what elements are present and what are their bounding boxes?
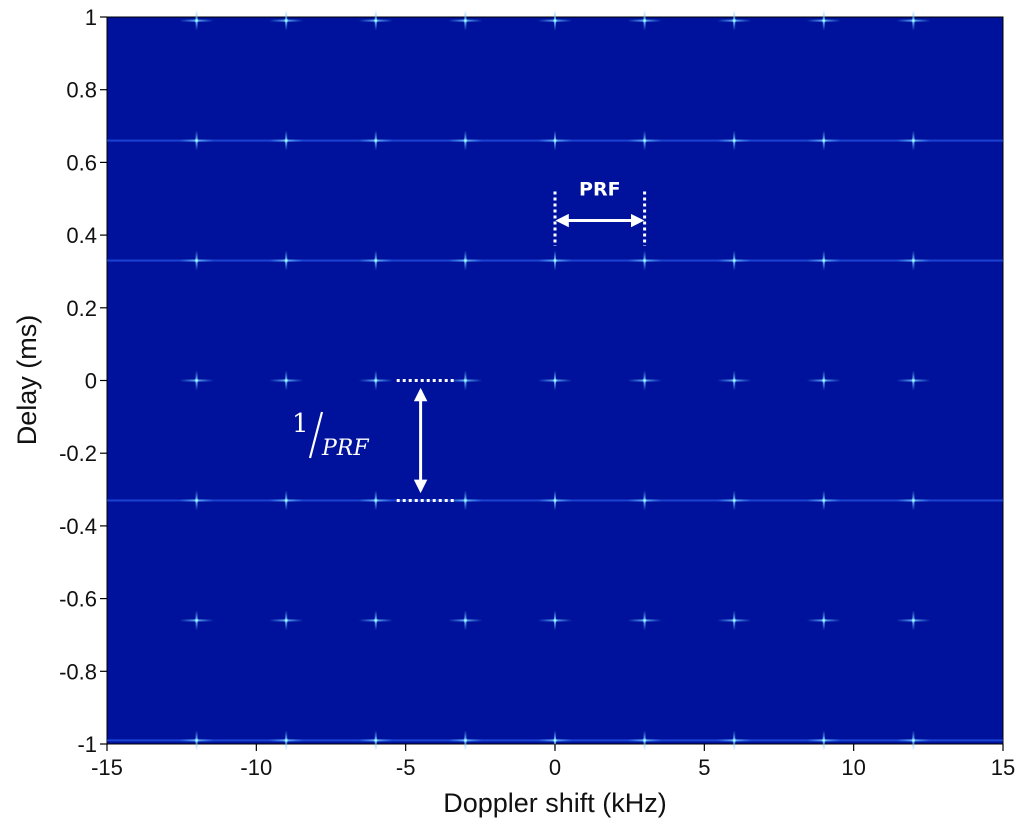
peak-point	[283, 137, 289, 144]
peak-point	[194, 497, 200, 504]
peak-point	[821, 257, 827, 264]
peak-point	[373, 497, 379, 504]
peak-point	[462, 377, 468, 384]
peak-point	[462, 737, 468, 743]
y-tick-label: -0.8	[59, 659, 97, 684]
x-tick-label: -5	[396, 755, 416, 780]
peak-point	[910, 257, 917, 264]
peak-point	[910, 617, 917, 624]
peak-point	[194, 377, 200, 384]
peak-point	[821, 737, 827, 743]
peak-point	[552, 617, 558, 624]
peak-point	[552, 18, 558, 24]
peak-point	[642, 18, 648, 24]
peak-point	[731, 18, 737, 24]
peak-point	[283, 257, 289, 264]
peak-point	[642, 377, 648, 384]
peak-point	[821, 18, 827, 24]
peak-point	[462, 497, 468, 504]
y-tick-label: -0.6	[59, 587, 97, 612]
inv-prf-label: 1 PRF	[292, 409, 369, 461]
peak-point	[283, 377, 289, 384]
peak-point	[642, 137, 648, 144]
peak-point	[821, 137, 827, 144]
peak-point	[642, 617, 648, 624]
peak-point	[552, 257, 558, 264]
inv-prf-denominator: PRF	[321, 436, 369, 461]
y-axis: 1 0.8 0.6 0.4 0.2 0 -0.2 -0.4 -0.6 -0.8 -1	[59, 5, 107, 757]
x-tick-label: 10	[841, 755, 865, 780]
peak-point	[373, 377, 379, 384]
peak-point	[731, 617, 737, 624]
inv-prf-slash	[308, 411, 324, 459]
peak-point	[642, 737, 648, 743]
peak-point	[373, 617, 379, 624]
annotation-layer: PRF 1 PRF	[292, 178, 647, 502]
peak-point	[373, 257, 379, 264]
peak-point	[462, 257, 468, 264]
peak-point	[194, 737, 200, 743]
peak-point	[194, 137, 200, 144]
peak-point	[910, 497, 917, 504]
peak-point	[821, 617, 827, 624]
peak-layer	[107, 10, 1003, 751]
inv-prf-numerator: 1	[292, 409, 309, 439]
y-tick-label: -1	[77, 732, 97, 757]
peak-point	[642, 257, 648, 264]
peak-point	[462, 617, 468, 624]
peak-point	[731, 737, 737, 743]
x-tick-label: 15	[991, 755, 1015, 780]
peak-point	[552, 137, 558, 144]
peak-point	[731, 497, 737, 504]
peak-point	[910, 18, 917, 24]
peak-point	[552, 737, 558, 743]
peak-point	[194, 257, 200, 264]
peak-point	[731, 377, 737, 384]
y-tick-label: -0.4	[59, 514, 97, 539]
peak-point	[731, 257, 737, 264]
peak-point	[910, 737, 917, 743]
y-tick-label: 0.8	[66, 78, 97, 103]
x-tick-label: -10	[240, 755, 272, 780]
peak-point	[194, 18, 200, 24]
peak-point	[552, 497, 558, 504]
peak-point	[462, 137, 468, 144]
x-tick-label: 5	[698, 755, 710, 780]
peak-point	[910, 137, 917, 144]
x-tick-label: -15	[91, 755, 123, 780]
peak-point	[552, 377, 558, 384]
peak-point	[821, 377, 827, 384]
peak-point	[194, 617, 200, 624]
y-tick-label: 0	[85, 369, 97, 394]
peak-point	[910, 377, 917, 384]
peak-point	[283, 617, 289, 624]
peak-point	[642, 497, 648, 504]
y-tick-label: -0.2	[59, 441, 97, 466]
y-axis-label: Delay (ms)	[12, 315, 42, 446]
peak-point	[462, 18, 468, 24]
peak-point	[731, 137, 737, 144]
x-axis: -15 -10 -5 0 5 10 15	[91, 744, 1015, 780]
peak-point	[373, 137, 379, 144]
peak-point	[373, 18, 379, 24]
y-tick-label: 1	[85, 5, 97, 30]
x-tick-label: 0	[549, 755, 561, 780]
prf-label: PRF	[579, 178, 621, 200]
y-tick-label: 0.2	[66, 296, 97, 321]
x-axis-label: Doppler shift (kHz)	[443, 788, 667, 818]
peak-point	[283, 737, 289, 743]
peak-point	[283, 497, 289, 504]
peak-point	[821, 497, 827, 504]
peak-point	[283, 18, 289, 24]
y-tick-label: 0.4	[66, 223, 97, 248]
peak-point	[373, 737, 379, 743]
y-tick-label: 0.6	[66, 150, 97, 175]
